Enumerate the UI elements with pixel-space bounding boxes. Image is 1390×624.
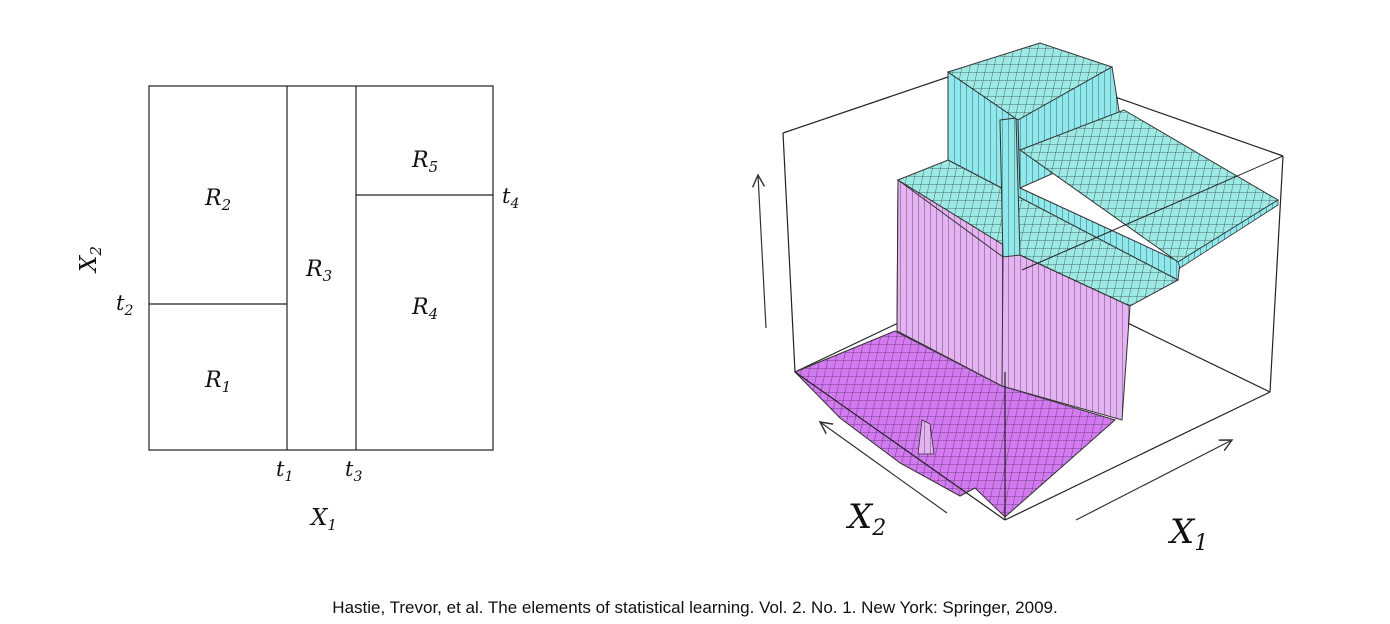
- x1-axis-label: X1: [1167, 512, 1208, 556]
- x-axis-label: X1: [309, 505, 337, 534]
- surface-mid-ledge: [896, 159, 1180, 307]
- region-label-r3: R3: [305, 257, 332, 285]
- x2-axis-arrow: [820, 422, 948, 514]
- x2-axis-label: X2: [845, 497, 886, 541]
- split-label-t4: t4: [502, 184, 519, 212]
- region-label-r2: R2: [204, 186, 231, 214]
- vertical-axis-arrow: [758, 175, 767, 329]
- region-label-r5: R5: [411, 148, 438, 176]
- partition-outer-box: [148, 85, 494, 451]
- partition-diagram: R2 R1 R3 R5 R4 t1 t3 t2 t4 X1 X2: [76, 85, 519, 534]
- surface-mid-wall-face: [896, 179, 1004, 387]
- split-label-t3: t3: [345, 457, 362, 485]
- region-label-r1: R1: [204, 368, 231, 396]
- region-label-r4: R4: [411, 295, 438, 323]
- bounding-box-front: [794, 155, 1284, 521]
- citation-caption: Hastie, Trevor, et al. The elements of s…: [332, 598, 1058, 617]
- x1-axis-arrow: [1075, 440, 1232, 521]
- y-axis-label: X2: [76, 246, 105, 274]
- surface-spike: [917, 419, 935, 455]
- split-label-t1: t1: [276, 457, 293, 485]
- surface-plot-3d: X2 X1: [758, 42, 1284, 556]
- surface-high-wall-front: [999, 117, 1021, 258]
- split-label-t2: t2: [116, 291, 133, 319]
- surface-right-riser: [1177, 199, 1279, 269]
